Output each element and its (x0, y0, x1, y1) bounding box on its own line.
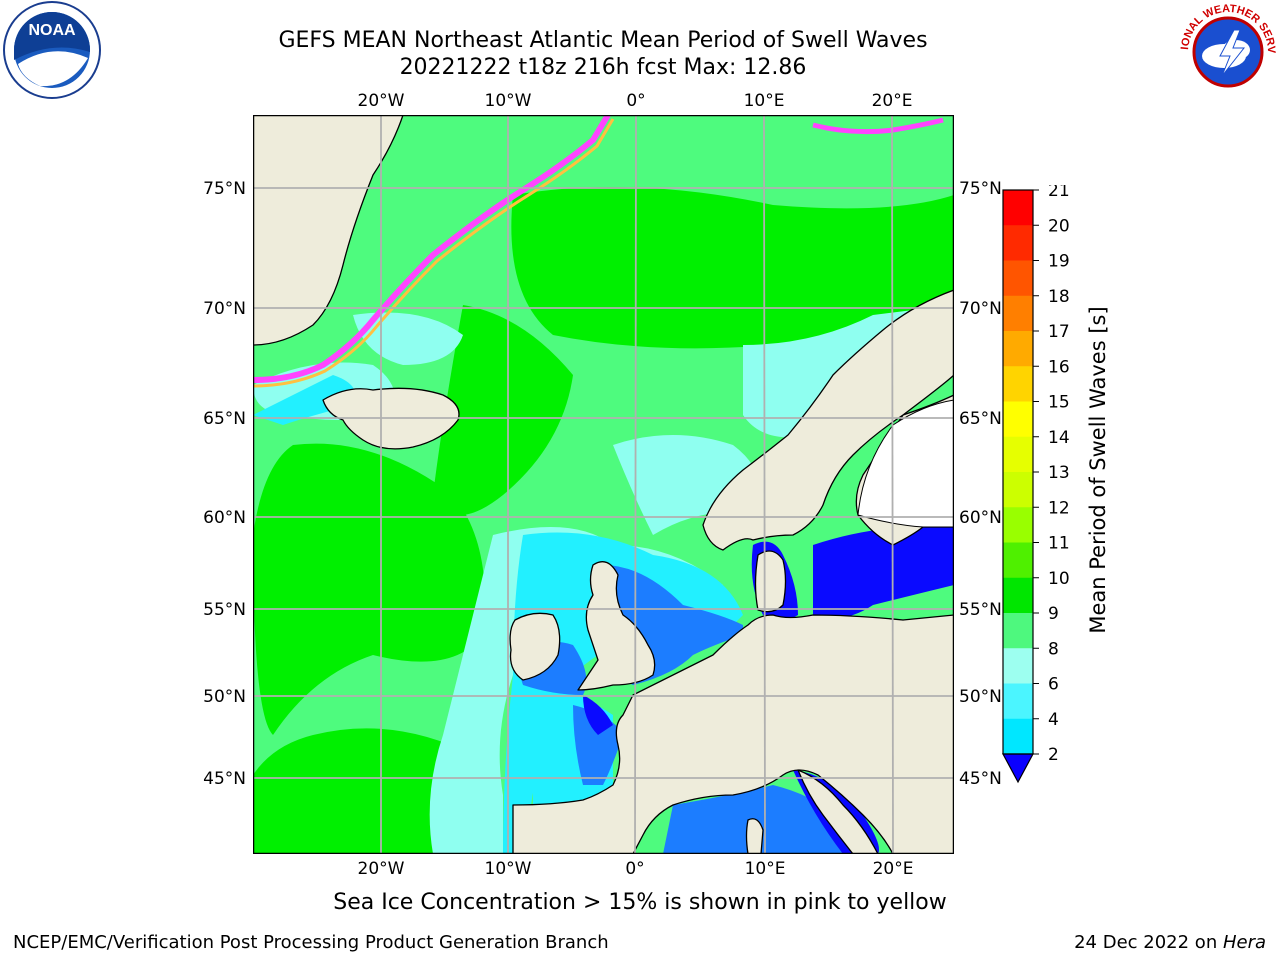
latitude-label-left: 45°N (203, 769, 246, 789)
colorbar-swatch (1003, 507, 1033, 543)
sardinia-landmass (745, 818, 764, 854)
colorbar-swatch (1003, 366, 1033, 402)
colorbar-swatch (1003, 613, 1033, 649)
noaa-logo-text: NOAA (28, 22, 76, 39)
longitude-label-top: 20°E (872, 91, 913, 111)
footer-host: Hera (1222, 932, 1266, 953)
noaa-logo: NOAA (0, 0, 104, 104)
longitude-label-top: 10°E (744, 91, 785, 111)
colorbar-swatch (1003, 577, 1033, 614)
longitude-label-top: 20°W (358, 91, 405, 111)
meridian-line (763, 115, 766, 854)
colorbar-tick-label: 20 (1048, 216, 1070, 236)
colorbar-tick-label: 2 (1048, 745, 1059, 765)
colorbar-tick-label: 14 (1048, 428, 1070, 448)
colorbar-swatch (1003, 260, 1033, 297)
longitude-label-bottom: 10°W (485, 859, 532, 879)
colorbar-tick-label: 8 (1048, 639, 1059, 659)
nws-logo: NATIONAL WEATHER SERVICE (1172, 0, 1280, 104)
footer-date: 24 Dec 2022 on Hera (1074, 932, 1266, 953)
colorbar-tick-label: 10 (1048, 569, 1070, 589)
latitude-label-right: 60°N (959, 508, 1002, 528)
latitude-label-right: 70°N (959, 299, 1002, 319)
colorbar-swatch (1003, 718, 1033, 755)
map-title-line2: 20221222 t18z 216h fcst Max: 12.86 (399, 55, 807, 80)
footer-credit: NCEP/EMC/Verification Post Processing Pr… (13, 932, 609, 953)
colorbar-tick-label: 6 (1048, 675, 1059, 695)
denmark-landmass (754, 550, 787, 613)
sea-ice-edge (253, 115, 611, 383)
latitude-label-left: 50°N (203, 687, 246, 707)
colorbar-tick-label: 19 (1048, 252, 1070, 272)
colorbar-label: Mean Period of Swell Waves [s] (1086, 306, 1110, 634)
latitude-label-left: 75°N (203, 179, 246, 199)
ireland-landmass (509, 612, 561, 681)
longitude-label-top: 10°W (485, 91, 532, 111)
longitude-label-top: 0° (626, 91, 645, 111)
colorbar-swatch (1003, 295, 1033, 332)
latitude-label-right: 55°N (959, 600, 1002, 620)
swell-period-map (252, 114, 955, 855)
footer-date-text: 24 Dec 2022 on (1074, 932, 1223, 953)
latitude-label-left: 55°N (203, 600, 246, 620)
longitude-label-bottom: 20°W (358, 859, 405, 879)
gulf-of-bothnia-ice (857, 399, 954, 528)
colorbar-swatch (1003, 683, 1033, 720)
colorbar: 21 20 19 18 17 16 15 14 13 12 11 10 9 8 6 4 2 (998, 181, 1088, 785)
colorbar-tick-label: 13 (1048, 463, 1070, 483)
colorbar-swatch (1003, 401, 1033, 438)
colorbar-tick-label: 15 (1048, 393, 1070, 413)
colorbar-swatch (1003, 331, 1033, 367)
longitude-label-bottom: 10°E (745, 859, 786, 879)
map-frame (252, 114, 955, 855)
colorbar-swatch (1003, 190, 1033, 226)
colorbar-tick-label: 9 (1048, 604, 1059, 624)
latitude-label-left: 70°N (203, 299, 246, 319)
latitude-label-right: 50°N (959, 687, 1002, 707)
longitude-label-bottom: 20°E (873, 859, 914, 879)
meridian-line (891, 115, 894, 854)
colorbar-swatch (1003, 648, 1033, 684)
latitude-label-right: 45°N (959, 769, 1002, 789)
meridian-line (634, 115, 637, 854)
graticule (253, 115, 954, 854)
colorbar-tick-label: 11 (1048, 534, 1070, 554)
latitude-label-left: 65°N (203, 409, 246, 429)
sea-ice-edge-yellow (253, 118, 615, 388)
map-title-line1: GEFS MEAN Northeast Atlantic Mean Period… (278, 28, 928, 53)
sea-ice-note: Sea Ice Concentration > 15% is shown in … (333, 890, 947, 915)
colorbar-tick-label: 17 (1048, 322, 1070, 342)
colorbar-swatch (1003, 472, 1033, 508)
colorbar-under-arrow (1001, 753, 1035, 784)
colorbar-tick-label: 4 (1048, 710, 1059, 730)
colorbar-swatch (1003, 225, 1033, 261)
colorbar-tick-label: 18 (1048, 287, 1070, 307)
colorbar-tick-label: 21 (1048, 185, 1070, 201)
colorbar-tick-label: 16 (1048, 357, 1070, 377)
colorbar-swatch (1003, 436, 1033, 473)
latitude-label-right: 75°N (959, 179, 1002, 199)
latitude-label-left: 60°N (203, 508, 246, 528)
colorbar-swatch (1003, 542, 1033, 579)
latitude-label-right: 65°N (959, 409, 1002, 429)
greenland-landmass (253, 115, 404, 346)
italy-landmass (797, 769, 879, 854)
longitude-label-bottom: 0° (625, 859, 644, 879)
colorbar-tick-label: 12 (1048, 498, 1070, 518)
